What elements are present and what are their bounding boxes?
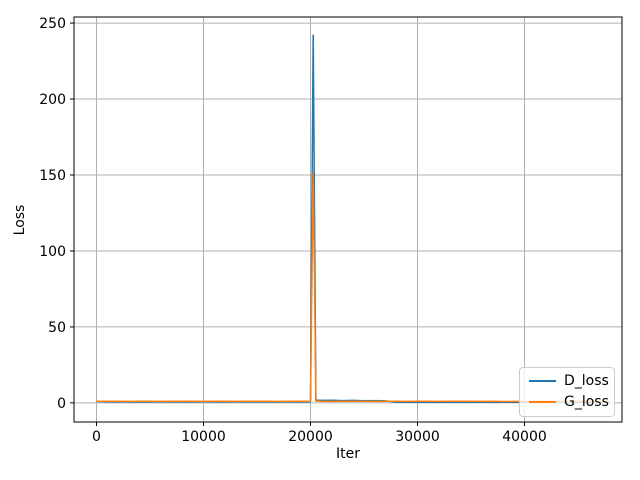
x-tick-label: 40000: [502, 429, 547, 445]
y-tick-label: 250: [39, 16, 66, 32]
legend-line-sample-G_loss: [529, 401, 556, 403]
x-tick-label: 20000: [288, 429, 333, 445]
legend-label: G_loss: [564, 394, 609, 410]
y-tick-label: 0: [57, 396, 66, 412]
y-axis-label: Loss: [12, 204, 28, 236]
y-tick-label: 200: [39, 92, 66, 108]
x-tick-label: 30000: [395, 429, 440, 445]
x-axis-label: Iter: [336, 446, 360, 462]
legend-line-sample-D_loss: [529, 380, 556, 382]
x-tick-label: 10000: [181, 429, 226, 445]
y-tick-label: 50: [48, 320, 66, 336]
legend-item-G_loss: G_loss: [529, 395, 609, 409]
y-tick-label: 150: [39, 168, 66, 184]
axes-box: [73, 16, 623, 423]
x-tick-label: 0: [92, 429, 101, 445]
y-tick-label: 100: [39, 244, 66, 260]
legend-item-D_loss: D_loss: [529, 374, 609, 388]
legend-label: D_loss: [564, 373, 609, 389]
legend: D_loss G_loss: [519, 367, 615, 417]
series-line-D_loss: [96, 34, 611, 404]
